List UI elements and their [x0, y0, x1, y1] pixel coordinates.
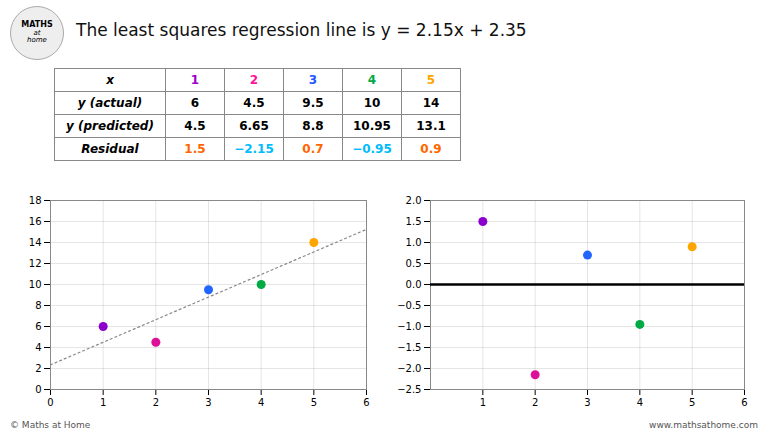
svg-text:2.0: 2.0	[406, 195, 422, 206]
html-text:y (actual): y (actual)	[77, 96, 143, 110]
svg-text:5: 5	[689, 397, 695, 408]
svg-text:6: 6	[35, 321, 41, 332]
html-text:The least squares regression l: The least squares regression line is y =…	[76, 20, 527, 40]
svg-text:1.0: 1.0	[406, 237, 422, 248]
html-text:4: 4	[367, 73, 377, 87]
svg-text:4: 4	[35, 342, 41, 353]
html-text:home: home	[27, 36, 47, 45]
html-text:2: 2	[249, 73, 259, 87]
svg-text:1.5: 1.5	[406, 216, 422, 227]
svg-text:−1.5: −1.5	[397, 342, 421, 353]
svg-text:4: 4	[637, 397, 643, 408]
html-text:1.5: 1.5	[184, 142, 206, 156]
svg-text:−2.0: −2.0	[397, 363, 421, 374]
svg-text:0.5: 0.5	[406, 258, 422, 269]
html-text:14: 14	[422, 96, 440, 110]
html-text:0.7: 0.7	[302, 142, 324, 156]
html-text:1: 1	[190, 73, 200, 87]
svg-text:1: 1	[480, 397, 486, 408]
html-text:10.95: 10.95	[353, 119, 391, 133]
svg-text:−0.5: −0.5	[397, 300, 421, 311]
html-text:© Maths at Home: © Maths at Home	[10, 420, 91, 430]
html-text:6: 6	[190, 96, 200, 110]
html-text:6.65: 6.65	[239, 119, 269, 133]
html-text:8.8: 8.8	[302, 119, 324, 133]
svg-text:2: 2	[532, 397, 538, 408]
svg-text:3: 3	[584, 397, 590, 408]
html-text:Residual: Residual	[81, 142, 139, 156]
html-text:www.mathsathome.com: www.mathsathome.com	[649, 420, 758, 430]
svg-text:−1.0: −1.0	[397, 321, 421, 332]
html-text:y (predicted): y (predicted)	[66, 119, 154, 133]
svg-text:18: 18	[29, 195, 42, 206]
svg-text:−2.5: −2.5	[397, 384, 421, 395]
html-text:5: 5	[426, 73, 436, 87]
svg-text:0.0: 0.0	[406, 279, 422, 290]
html-text:4.5: 4.5	[184, 119, 206, 133]
html-text:0.9: 0.9	[420, 142, 442, 156]
svg-text:3: 3	[205, 397, 211, 408]
svg-text:16: 16	[29, 216, 42, 227]
svg-text:4: 4	[258, 397, 264, 408]
svg-text:10: 10	[29, 279, 42, 290]
html-text:−2.15: −2.15	[234, 142, 274, 156]
svg-text:6: 6	[363, 397, 369, 408]
html-text:4.5: 4.5	[243, 96, 265, 110]
svg-text:5: 5	[311, 397, 317, 408]
svg-text:12: 12	[29, 258, 42, 269]
html-text:at: at	[33, 28, 41, 37]
svg-text:0: 0	[47, 397, 53, 408]
html-text:x: x	[106, 73, 114, 87]
html-text:9.5: 9.5	[302, 96, 324, 110]
svg-text:6: 6	[741, 397, 747, 408]
html-text:3: 3	[308, 73, 318, 87]
html-text:13.1: 13.1	[416, 119, 446, 133]
svg-text:14: 14	[29, 237, 42, 248]
svg-text:0: 0	[35, 384, 41, 395]
svg-text:2: 2	[35, 363, 41, 374]
svg-text:2: 2	[153, 397, 159, 408]
html-text:10: 10	[363, 96, 381, 110]
html-text:−0.95: −0.95	[352, 142, 392, 156]
svg-text:1: 1	[100, 397, 106, 408]
html-text:MATHS: MATHS	[21, 20, 53, 30]
svg-text:8: 8	[35, 300, 41, 311]
